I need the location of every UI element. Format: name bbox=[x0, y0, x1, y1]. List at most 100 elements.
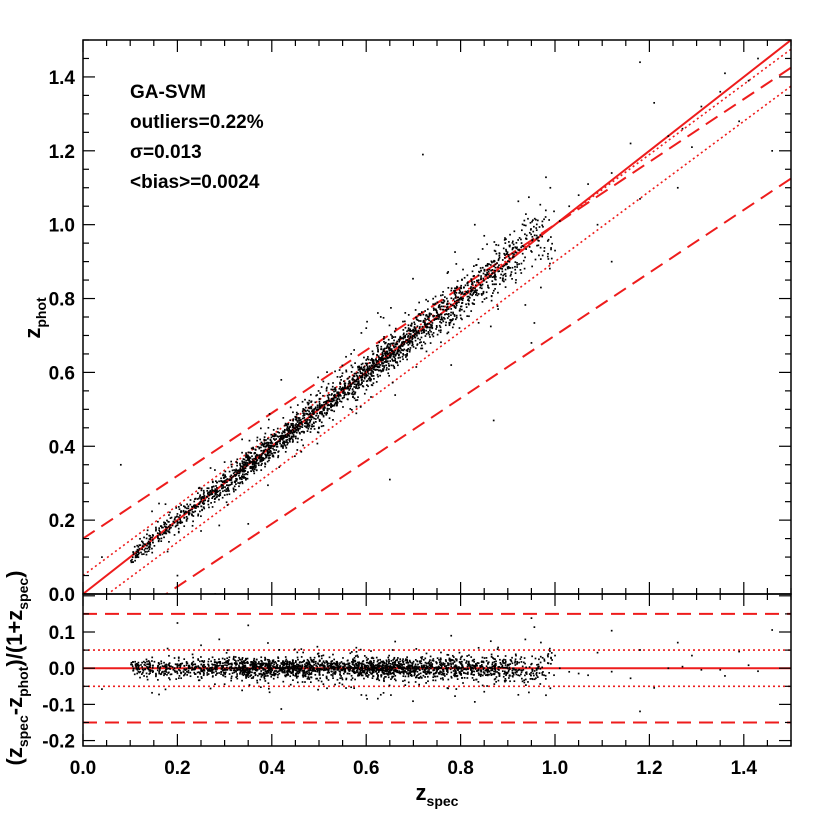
data-point bbox=[249, 465, 252, 468]
data-point bbox=[406, 349, 409, 351]
data-point bbox=[454, 251, 456, 253]
data-point bbox=[401, 349, 403, 351]
data-point bbox=[186, 507, 188, 510]
data-point bbox=[131, 558, 133, 561]
residual-data-point bbox=[446, 671, 449, 674]
data-point bbox=[320, 404, 323, 407]
residual-data-point bbox=[276, 671, 279, 674]
residual-data-point bbox=[164, 664, 166, 667]
data-point bbox=[414, 333, 417, 336]
data-point bbox=[547, 238, 550, 241]
data-point bbox=[416, 331, 419, 334]
data-point bbox=[213, 495, 216, 498]
residual-data-point bbox=[149, 669, 152, 671]
data-point bbox=[224, 486, 226, 488]
data-point bbox=[202, 500, 205, 502]
residual-data-point bbox=[265, 662, 268, 665]
residual-data-point bbox=[372, 661, 375, 664]
data-point bbox=[382, 316, 385, 319]
residual-data-point bbox=[299, 666, 301, 668]
data-point bbox=[497, 258, 500, 260]
data-point bbox=[176, 574, 179, 577]
data-point bbox=[394, 358, 397, 360]
data-point bbox=[447, 313, 450, 315]
residual-data-point bbox=[412, 670, 415, 673]
residual-data-point bbox=[413, 671, 416, 674]
residual-data-point bbox=[191, 666, 193, 669]
residual-data-point bbox=[450, 665, 453, 668]
residual-data-point bbox=[262, 662, 265, 665]
data-point bbox=[306, 418, 309, 421]
data-point bbox=[287, 434, 290, 436]
residual-data-point bbox=[342, 672, 345, 675]
data-point bbox=[393, 346, 396, 349]
data-point bbox=[211, 493, 214, 495]
data-point bbox=[274, 451, 277, 454]
data-point bbox=[263, 443, 265, 446]
data-point bbox=[336, 403, 338, 406]
residual-data-point bbox=[233, 667, 236, 670]
residual-data-point bbox=[222, 674, 224, 677]
residual-data-point bbox=[256, 668, 259, 671]
residual-data-point bbox=[177, 656, 180, 659]
data-point bbox=[296, 428, 298, 431]
residual-data-point bbox=[192, 660, 195, 663]
residual-data-point bbox=[165, 665, 168, 668]
data-point bbox=[248, 458, 251, 461]
residual-data-point bbox=[241, 671, 244, 674]
residual-data-point bbox=[390, 672, 393, 675]
residual-data-point bbox=[316, 668, 318, 671]
data-point bbox=[504, 272, 507, 275]
data-point bbox=[278, 431, 281, 434]
data-point bbox=[458, 292, 461, 294]
data-point bbox=[425, 329, 427, 332]
residual-data-point bbox=[241, 657, 244, 659]
data-point bbox=[446, 308, 448, 311]
data-point bbox=[338, 394, 341, 397]
data-point bbox=[470, 288, 473, 291]
residual-data-point bbox=[318, 659, 321, 662]
data-point bbox=[399, 336, 401, 339]
data-point bbox=[402, 320, 404, 323]
data-point bbox=[520, 238, 522, 241]
data-point bbox=[489, 264, 492, 266]
residual-data-point bbox=[327, 670, 330, 673]
data-point bbox=[418, 320, 420, 322]
data-point bbox=[357, 384, 360, 387]
data-point bbox=[382, 338, 385, 340]
residual-data-point bbox=[233, 659, 236, 661]
data-point bbox=[331, 400, 334, 403]
data-point bbox=[365, 375, 367, 378]
data-point bbox=[494, 250, 497, 253]
data-point bbox=[185, 515, 188, 518]
data-point bbox=[406, 342, 408, 344]
data-point bbox=[398, 346, 401, 349]
data-point bbox=[322, 401, 325, 404]
residual-data-point bbox=[346, 666, 348, 669]
data-point bbox=[454, 291, 456, 293]
data-point bbox=[246, 462, 249, 464]
data-point bbox=[328, 404, 331, 407]
residual-data-point bbox=[275, 670, 278, 672]
data-point bbox=[551, 242, 553, 245]
data-point bbox=[453, 305, 456, 307]
data-point bbox=[268, 455, 270, 457]
residual-data-point bbox=[334, 671, 337, 674]
data-point bbox=[461, 292, 463, 295]
data-point bbox=[290, 423, 293, 425]
data-point bbox=[345, 355, 347, 358]
data-point bbox=[339, 382, 341, 385]
data-point bbox=[349, 387, 351, 390]
data-point bbox=[393, 359, 396, 362]
data-point bbox=[251, 463, 254, 466]
residual-data-point bbox=[385, 668, 387, 670]
data-point bbox=[473, 299, 476, 301]
data-point bbox=[387, 368, 390, 371]
data-point bbox=[215, 480, 217, 483]
data-point bbox=[489, 274, 491, 277]
data-point bbox=[371, 374, 373, 377]
residual-data-point bbox=[267, 668, 270, 671]
data-point bbox=[310, 407, 313, 410]
annotation-bias: <bias>=0.0024 bbox=[130, 172, 260, 193]
residual-data-point bbox=[247, 676, 250, 678]
